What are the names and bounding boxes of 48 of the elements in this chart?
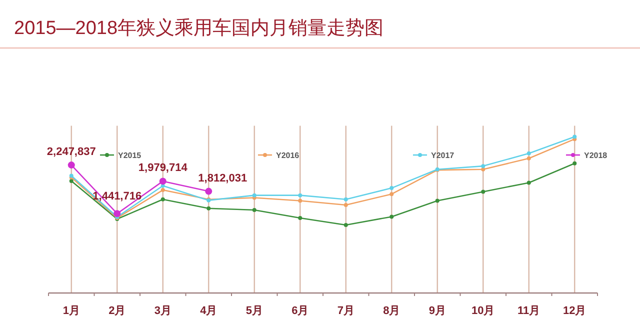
point [344, 203, 348, 208]
point [526, 151, 531, 156]
legend-label: Y2016 [276, 151, 300, 160]
legend-label: Y2018 [584, 151, 608, 160]
point [481, 167, 486, 172]
point [298, 193, 302, 198]
point [114, 210, 121, 218]
x-tick-label: 5月 [246, 305, 263, 317]
point [69, 179, 74, 184]
x-tick-label: 9月 [428, 305, 446, 317]
point [572, 161, 577, 166]
point [298, 198, 302, 203]
point [390, 214, 394, 219]
x-tick-label: 8月 [383, 305, 400, 317]
point [298, 216, 302, 220]
x-tick-label: 6月 [292, 305, 309, 317]
x-tick-label: 3月 [154, 305, 172, 317]
legend-label: Y2017 [431, 151, 455, 160]
point [160, 188, 165, 192]
point [435, 198, 440, 203]
point [390, 186, 394, 190]
x-tick-label: 1月 [62, 305, 80, 317]
point [252, 193, 256, 198]
point [481, 164, 486, 168]
point [160, 197, 165, 202]
point [252, 208, 256, 212]
point [526, 180, 531, 185]
x-tick-label: 2月 [108, 305, 126, 317]
point [206, 206, 211, 210]
point [344, 197, 348, 202]
point [481, 190, 486, 194]
chart-title: 2015—2018年狭义乘用车国内月销量走势图 [14, 17, 384, 39]
x-tick-label: 4月 [200, 305, 218, 317]
point [572, 134, 577, 139]
point [526, 156, 531, 160]
point [68, 162, 75, 169]
point [344, 223, 348, 228]
legend-label: Y2015 [118, 151, 142, 160]
point [205, 188, 212, 195]
data-label: 1,812,031 [198, 172, 248, 184]
x-tick-label: 12月 [563, 305, 586, 317]
x-tick-label: 11月 [518, 305, 540, 317]
data-label: 1,979,714 [138, 162, 188, 174]
point [159, 178, 166, 185]
x-tick-label: 7月 [337, 305, 354, 317]
data-label: 2,247,837 [46, 146, 96, 158]
point [390, 192, 394, 196]
x-tick-label: 10月 [472, 305, 495, 317]
